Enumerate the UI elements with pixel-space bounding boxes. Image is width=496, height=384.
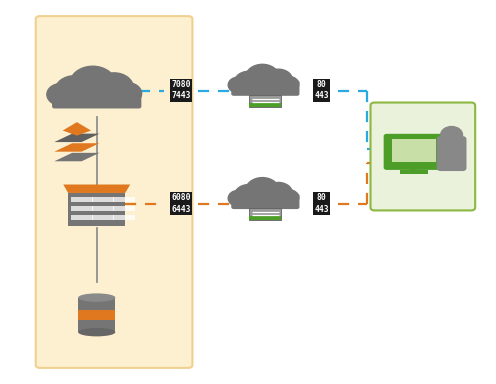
FancyBboxPatch shape xyxy=(249,103,282,107)
Text: 80
443: 80 443 xyxy=(314,80,329,101)
Circle shape xyxy=(246,64,279,91)
Circle shape xyxy=(246,177,279,204)
FancyBboxPatch shape xyxy=(113,215,135,220)
FancyBboxPatch shape xyxy=(400,170,428,174)
FancyBboxPatch shape xyxy=(92,205,114,210)
FancyBboxPatch shape xyxy=(371,103,475,210)
Ellipse shape xyxy=(78,293,115,302)
FancyBboxPatch shape xyxy=(78,310,115,320)
Text: 7080
7443: 7080 7443 xyxy=(171,80,191,101)
Circle shape xyxy=(235,185,263,207)
FancyBboxPatch shape xyxy=(411,166,418,173)
FancyBboxPatch shape xyxy=(52,89,141,109)
Text: 6080
6443: 6080 6443 xyxy=(171,193,191,214)
FancyBboxPatch shape xyxy=(249,217,282,220)
Circle shape xyxy=(228,77,249,93)
FancyBboxPatch shape xyxy=(113,205,135,210)
Circle shape xyxy=(95,73,133,103)
Circle shape xyxy=(47,84,75,106)
FancyBboxPatch shape xyxy=(392,139,435,162)
Polygon shape xyxy=(54,153,99,161)
Circle shape xyxy=(55,76,94,106)
Circle shape xyxy=(264,182,293,204)
FancyBboxPatch shape xyxy=(384,134,444,170)
Circle shape xyxy=(228,190,249,206)
Polygon shape xyxy=(62,122,91,136)
Circle shape xyxy=(69,66,116,102)
FancyBboxPatch shape xyxy=(249,95,282,107)
FancyBboxPatch shape xyxy=(71,215,93,220)
FancyBboxPatch shape xyxy=(231,194,300,209)
FancyBboxPatch shape xyxy=(231,80,300,96)
FancyBboxPatch shape xyxy=(113,197,135,202)
FancyBboxPatch shape xyxy=(71,205,93,210)
FancyBboxPatch shape xyxy=(36,16,192,368)
FancyBboxPatch shape xyxy=(249,208,282,220)
Polygon shape xyxy=(54,134,99,142)
Circle shape xyxy=(235,71,263,93)
Polygon shape xyxy=(63,185,130,193)
Polygon shape xyxy=(54,143,99,152)
FancyBboxPatch shape xyxy=(78,298,115,332)
FancyBboxPatch shape xyxy=(436,136,467,171)
Circle shape xyxy=(264,69,293,91)
Ellipse shape xyxy=(78,328,115,336)
Text: 80
443: 80 443 xyxy=(314,193,329,214)
FancyBboxPatch shape xyxy=(68,193,125,226)
FancyBboxPatch shape xyxy=(71,197,93,202)
FancyBboxPatch shape xyxy=(92,215,114,220)
Circle shape xyxy=(278,190,299,206)
Circle shape xyxy=(113,83,142,104)
Circle shape xyxy=(278,76,299,93)
Circle shape xyxy=(441,126,463,143)
FancyBboxPatch shape xyxy=(92,197,114,202)
